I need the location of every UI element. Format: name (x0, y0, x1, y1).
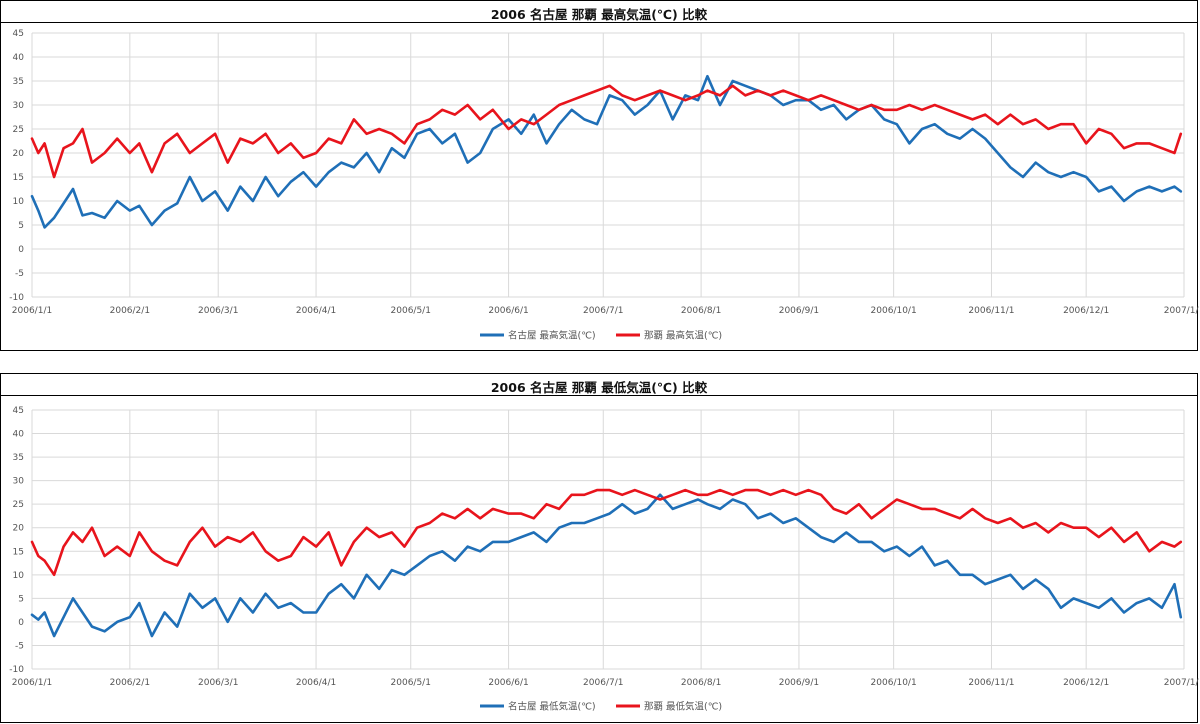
series-line-naha (30, 488, 1183, 577)
y-tick-label: -10 (9, 293, 24, 303)
x-tick-label: 2006/5/1 (391, 306, 431, 316)
x-tick-label: 2006/1/1 (12, 306, 52, 316)
y-tick-label: 15 (13, 547, 24, 557)
y-tick-label: 30 (13, 101, 25, 111)
x-tick-label: 2006/2/1 (110, 678, 150, 688)
line-chart: -10 -5 0 5 10 15 20 25 30 35 40 45 2006/1/1 2006/2/1 2… (9, 406, 1199, 713)
y-tick-label: 20 (13, 524, 25, 534)
x-tick-label: 2006/4/1 (296, 306, 336, 316)
y-tick-label: 25 (13, 125, 24, 135)
x-tick-label: 2006/9/1 (779, 678, 819, 688)
x-tick-label: 2006/10/1 (871, 306, 917, 316)
x-tick-label: 2006/6/1 (488, 306, 528, 316)
x-tick-label: 2006/6/1 (488, 678, 528, 688)
x-tick-label: 2006/3/1 (198, 678, 238, 688)
y-tick-label: 35 (13, 453, 24, 463)
y-tick-label: 45 (13, 406, 24, 416)
x-tick-label: 2006/3/1 (198, 306, 238, 316)
y-tick-label: 5 (18, 221, 24, 231)
gridlines (31, 409, 1185, 670)
series-line-naha (30, 84, 1183, 179)
y-tick-label: 30 (13, 477, 25, 487)
x-tick-label: 2006/11/1 (968, 678, 1014, 688)
y-tick-label: 40 (13, 53, 25, 63)
x-tick-label: 2006/12/1 (1063, 678, 1109, 688)
legend: 名古屋 最高気温(℃) 那覇 最高気温(℃) (480, 330, 722, 342)
x-tick-label: 2006/1/1 (12, 678, 52, 688)
x-tick-label: 2006/7/1 (583, 306, 623, 316)
series-line-nagoya (30, 74, 1183, 229)
gridlines (31, 32, 1185, 298)
y-tick-label: -5 (15, 269, 24, 279)
x-tick-label: 2006/9/1 (779, 306, 819, 316)
series-line-nagoya (30, 493, 1183, 638)
chart-title: 2006 名古屋 那覇 最高気温(℃) 比較 (490, 7, 708, 22)
x-tick-label: 2006/10/1 (871, 678, 917, 688)
y-tick-label: 45 (13, 29, 24, 39)
y-tick-label: 10 (13, 571, 25, 581)
x-tick-label: 2006/7/1 (583, 678, 623, 688)
x-tick-label: 2006/12/1 (1063, 306, 1109, 316)
x-tick-label: 2006/4/1 (296, 678, 336, 688)
x-tick-label: 2007/1/1 (1164, 678, 1199, 688)
x-tick-label: 2007/1/1 (1164, 306, 1199, 316)
chart-title: 2006 名古屋 那覇 最低気温(℃) 比較 (490, 380, 708, 395)
y-tick-label: 0 (18, 618, 24, 628)
chart-panel-max: 2006 名古屋 那覇 最高気温(℃) 比較 -10 -5 0 5 10 15 20 25 30… (0, 0, 1199, 351)
x-tick-label: 2006/5/1 (391, 678, 431, 688)
x-tick-label: 2006/11/1 (968, 306, 1014, 316)
legend: 名古屋 最低気温(℃) 那覇 最低気温(℃) (480, 701, 722, 713)
legend-label: 那覇 最低気温(℃) (644, 701, 722, 713)
y-tick-label: -10 (9, 665, 24, 675)
y-tick-label: -5 (15, 641, 24, 651)
x-tick-label: 2006/8/1 (681, 306, 721, 316)
title-divider (1, 22, 1197, 23)
y-tick-label: 20 (13, 149, 25, 159)
line-chart: -10 -5 0 5 10 15 20 25 30 35 40 45 2006/1/1 2006/2/1 2… (9, 29, 1199, 342)
legend-label: 那覇 最高気温(℃) (644, 330, 722, 342)
y-tick-label: 25 (13, 500, 24, 510)
chart-panel-min: 2006 名古屋 那覇 最低気温(℃) 比較 -10 -5 0 5 10 15 20 25 30… (0, 373, 1199, 723)
legend-label: 名古屋 最低気温(℃) (508, 701, 596, 713)
y-tick-label: 15 (13, 173, 24, 183)
y-tick-label: 5 (18, 594, 24, 604)
y-tick-label: 35 (13, 77, 24, 87)
title-divider (1, 395, 1197, 396)
x-tick-label: 2006/8/1 (681, 678, 721, 688)
y-tick-label: 0 (18, 245, 24, 255)
y-tick-label: 10 (13, 197, 25, 207)
x-tick-label: 2006/2/1 (110, 306, 150, 316)
y-tick-label: 40 (13, 430, 25, 440)
legend-label: 名古屋 最高気温(℃) (508, 330, 596, 342)
